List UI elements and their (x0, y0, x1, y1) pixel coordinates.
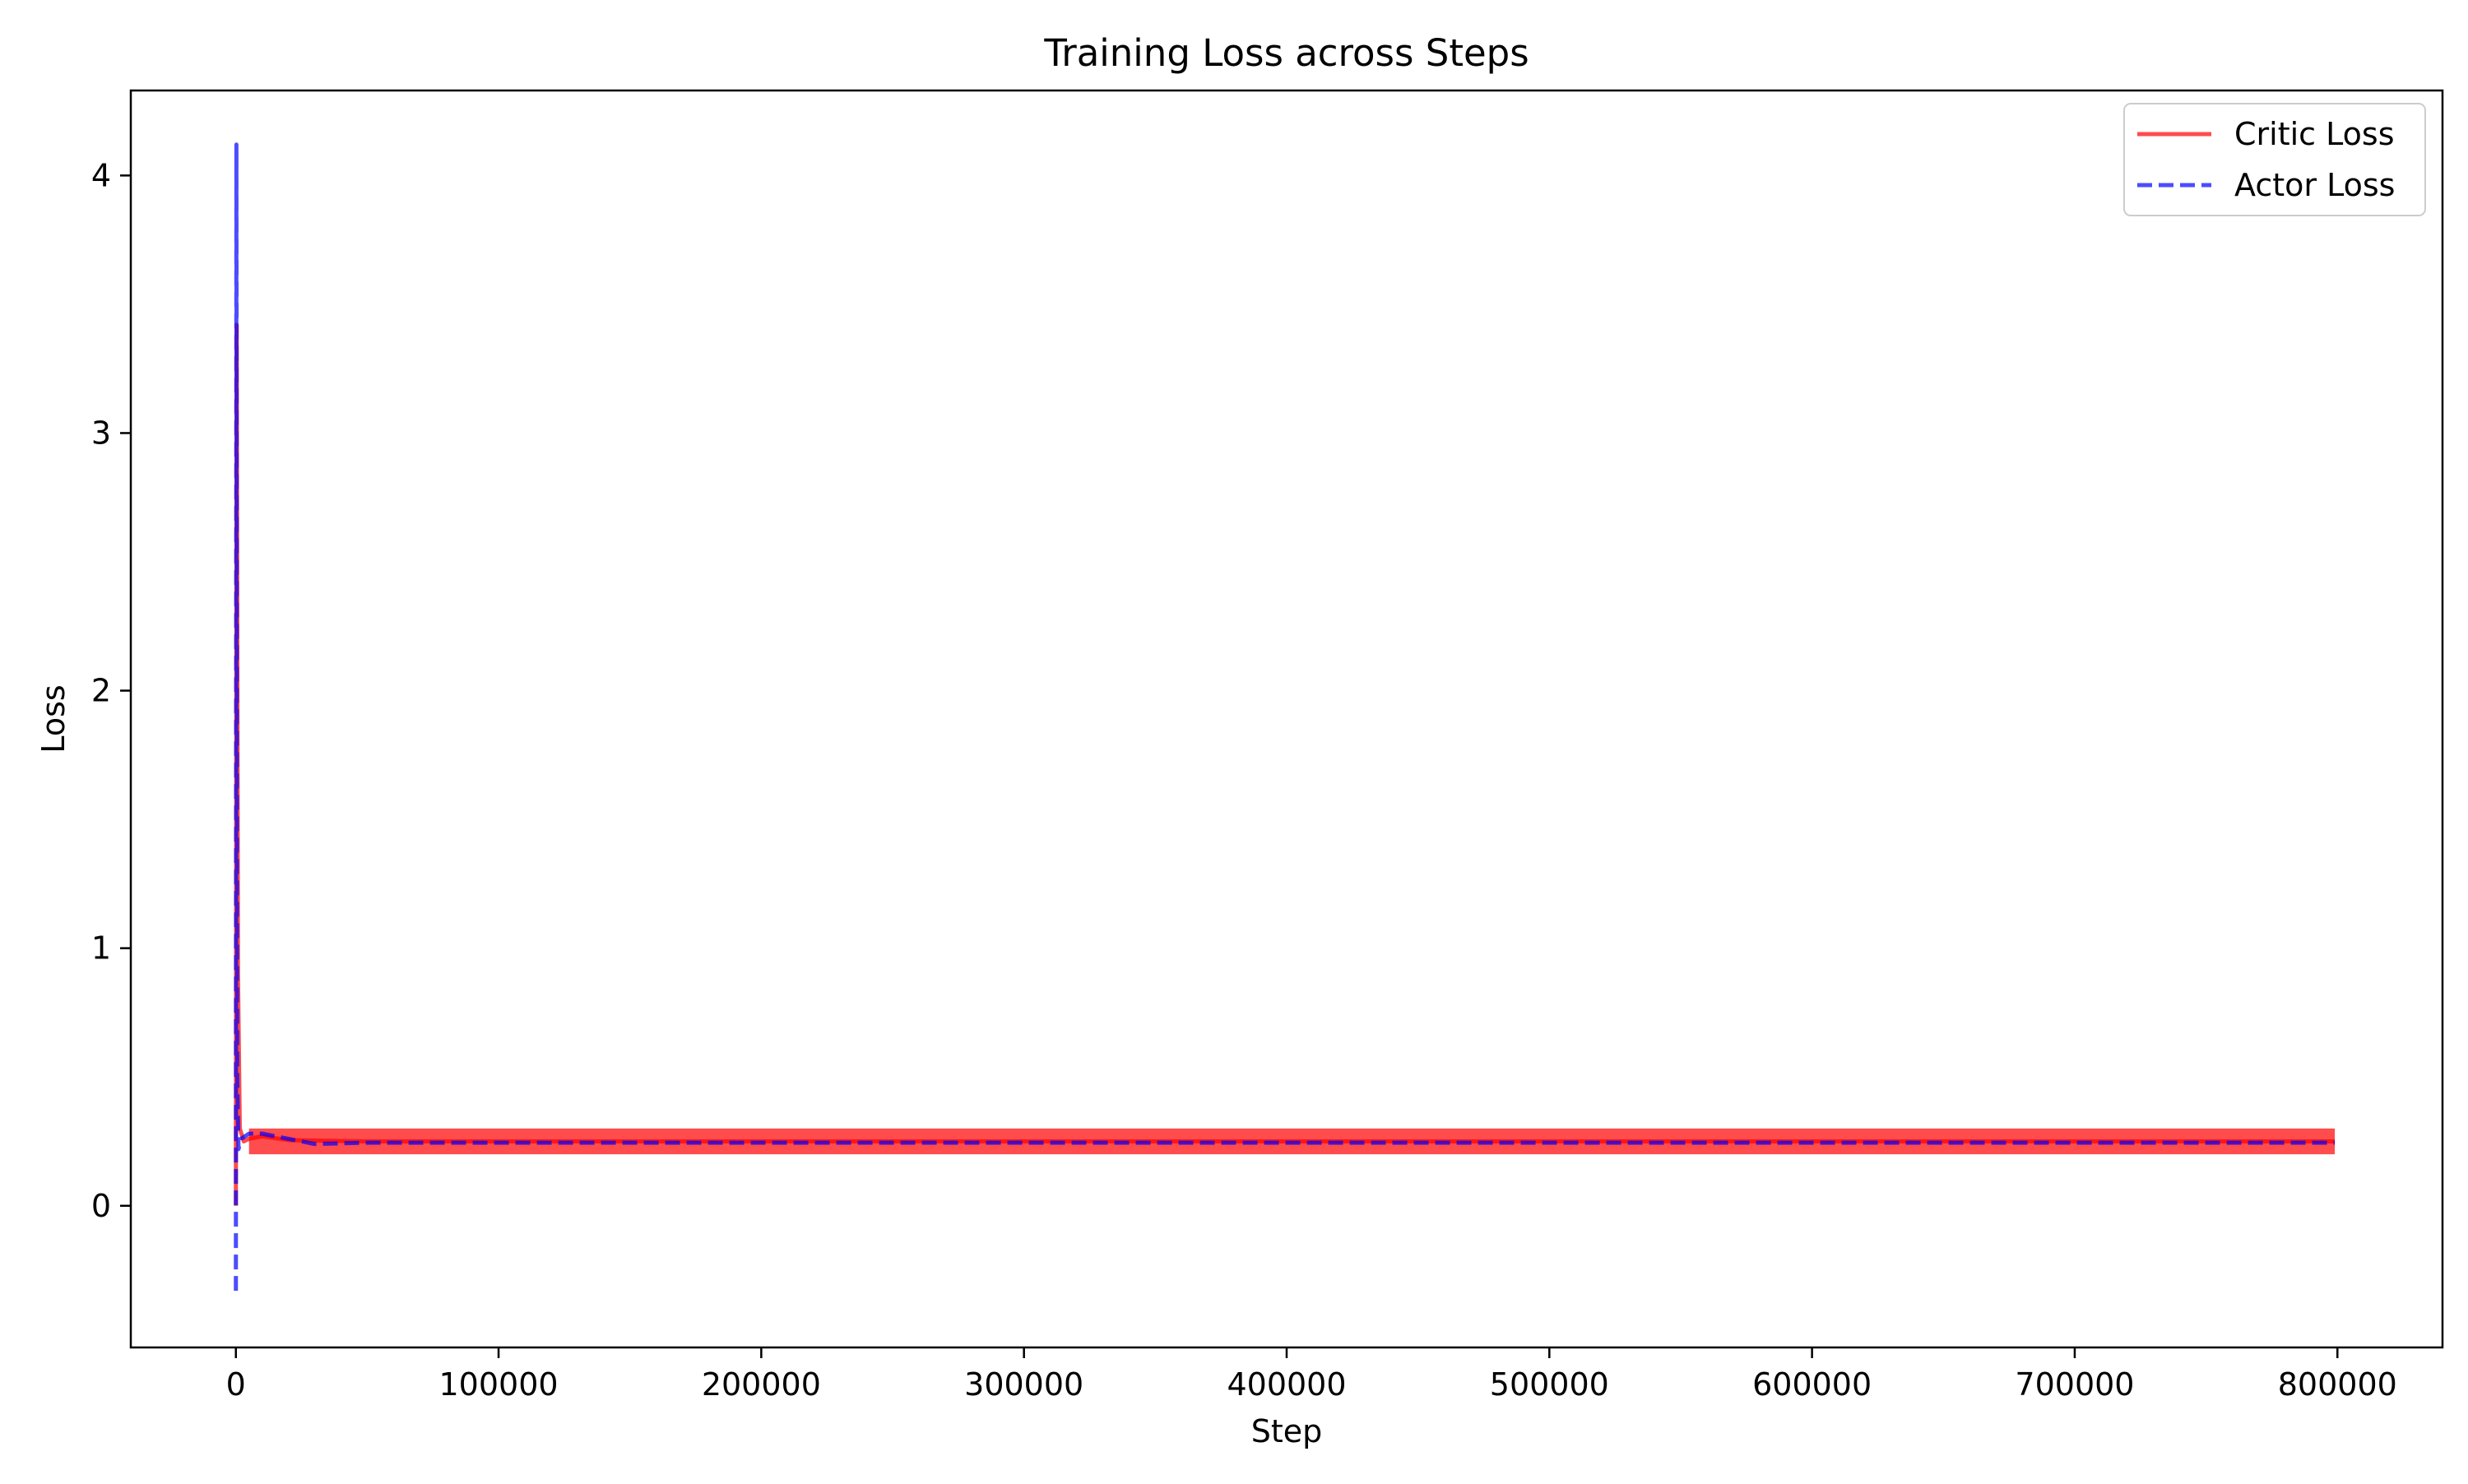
x-tick-label: 400000 (1227, 1366, 1346, 1403)
x-axis: 0 100000 200000 300000 400000 500000 600000 700… (226, 1347, 2397, 1403)
y-tick-label: 3 (91, 415, 111, 451)
legend-label-actor-loss: Actor Loss (2234, 167, 2395, 203)
x-tick-label: 200000 (702, 1366, 821, 1403)
x-tick-label: 800000 (2278, 1366, 2397, 1403)
y-axis-label: Loss (35, 684, 72, 753)
x-axis-label: Step (1251, 1413, 1323, 1449)
legend-box (2123, 103, 2426, 216)
legend: Critic Loss Actor Loss (2123, 103, 2426, 216)
x-tick-label: 600000 (1752, 1366, 1872, 1403)
plot-content (234, 142, 2336, 1292)
y-tick-label: 4 (91, 157, 111, 193)
x-tick-label: 300000 (964, 1366, 1083, 1403)
chart-title: Training Loss across Steps (1043, 31, 1529, 75)
series-line-actor-loss (234, 142, 2336, 1292)
x-tick-label: 500000 (1490, 1366, 1609, 1403)
y-tick-label: 2 (91, 673, 111, 709)
x-tick-label: 700000 (2015, 1366, 2134, 1403)
y-tick-label: 1 (91, 930, 111, 967)
x-tick-label: 100000 (439, 1366, 559, 1403)
y-axis: 0 1 2 3 4 (91, 157, 131, 1224)
x-tick-label: 0 (226, 1366, 246, 1403)
legend-label-critic-loss: Critic Loss (2234, 116, 2395, 152)
y-tick-label: 0 (91, 1188, 111, 1224)
